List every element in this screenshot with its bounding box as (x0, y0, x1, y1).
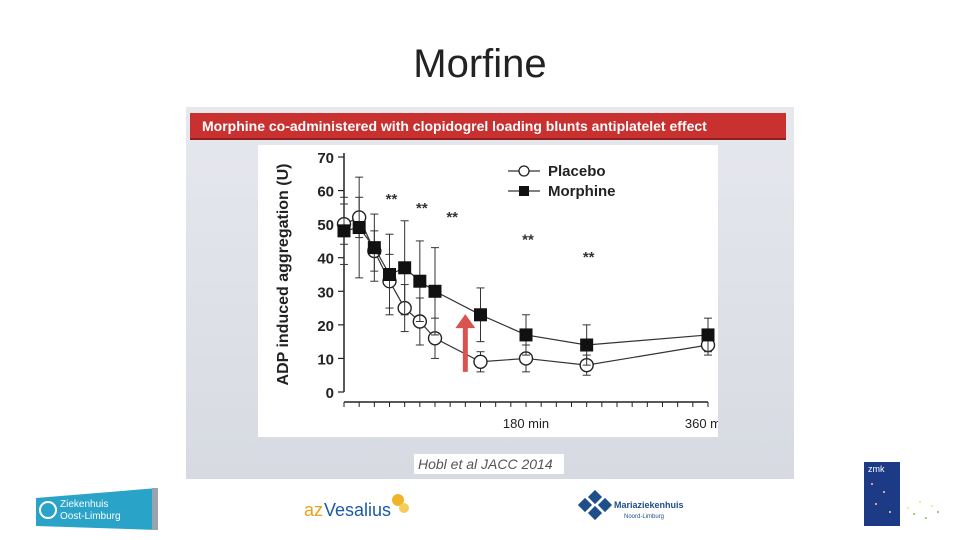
x-tick-label: 360 min (685, 416, 718, 431)
y-tick-label: 30 (317, 284, 334, 301)
morphine-point (474, 308, 487, 322)
zol-line1: Ziekenhuis (60, 499, 108, 510)
plot-area: 0 10 20 30 40 50 60 70 180 min 360 min ADP induced… (258, 145, 731, 437)
figure-panel: Morphine co-administered with clopidogre… (186, 107, 794, 479)
y-tick-label: 0 (326, 385, 334, 402)
legend-marker-placebo (518, 165, 530, 177)
vesalius-name: Vesalius (324, 500, 391, 520)
mariaziekenhuis-logo: Mariaziekenhuis Noord-Limburg (578, 490, 684, 521)
morphine-point (519, 328, 533, 342)
x-tick-label: 180 min (503, 416, 549, 431)
maria-sub: Noord-Limburg (624, 514, 664, 520)
zol-line2: Oost-Limburg (60, 511, 121, 522)
y-tick-label: 10 (317, 351, 334, 368)
y-axis-label: ADP induced aggregation (U) (275, 164, 292, 386)
morphine-point (701, 328, 715, 342)
vesalius-prefix: az (304, 500, 323, 520)
morphine-point (580, 338, 594, 352)
arrow-head (455, 314, 476, 329)
citation: Hobl et al JACC 2014 (414, 454, 564, 474)
y-tick-label: 40 (317, 251, 334, 268)
legend-label: Placebo (548, 163, 606, 180)
y-tick-label: 70 (317, 150, 334, 167)
morphine-point (413, 274, 427, 288)
significance-marker: ** (386, 191, 398, 208)
significance-marker: ** (446, 209, 458, 226)
y-tick-label: 50 (317, 217, 334, 234)
slide-title: Morfine (413, 42, 547, 86)
az-vesalius-logo: az Vesalius (304, 494, 409, 520)
morphine-point (352, 221, 366, 234)
morphine-point (383, 268, 396, 281)
aggregation-chart: 0 10 20 30 40 50 60 70 180 min 360 min ADP induced… (275, 150, 731, 431)
y-tick-label: 20 (317, 318, 334, 335)
maria-name: Mariaziekenhuis (614, 500, 684, 510)
morphine-point (337, 224, 351, 238)
ziekenhuis-oost-limburg-logo: Ziekenhuis Oost-Limburg (36, 488, 158, 530)
placebo-point (473, 354, 488, 369)
zmk-text: zmk (868, 464, 885, 474)
significance-marker: ** (522, 231, 534, 248)
morphine-point (428, 284, 442, 298)
morphine-point (367, 241, 381, 255)
zmk-logo: zmk (864, 462, 939, 526)
significance-marker: ** (583, 249, 595, 266)
figure-banner: Morphine co-administered with clopidogre… (190, 113, 786, 140)
y-tick-label: 60 (317, 184, 334, 201)
legend-label: Morphine (548, 183, 616, 200)
morphine-point (398, 261, 412, 275)
legend-marker-morphine (519, 186, 529, 196)
significance-marker: ** (416, 200, 428, 217)
